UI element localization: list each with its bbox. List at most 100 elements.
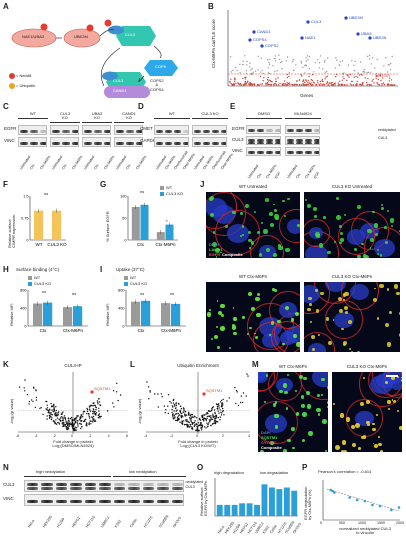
gene-point — [251, 73, 253, 76]
protein-point — [94, 420, 97, 422]
vesicle — [361, 436, 365, 439]
gene-point — [284, 84, 286, 86]
protein-point — [74, 420, 76, 422]
vesicle — [242, 233, 244, 236]
protein-point — [211, 423, 214, 425]
gene-point — [277, 77, 279, 79]
cand1-label: CAND1 — [113, 88, 127, 93]
protein-point — [196, 427, 198, 430]
protein-point — [112, 390, 115, 392]
vesicle — [263, 229, 268, 234]
protein-point — [212, 406, 214, 408]
data-point — [363, 499, 367, 503]
gene-point — [245, 72, 247, 75]
protein-point — [219, 401, 222, 403]
protein-point — [89, 409, 91, 411]
protein-point — [172, 415, 174, 417]
data-bar — [269, 487, 275, 516]
n-lo-line — [113, 476, 186, 477]
vesicle — [387, 400, 391, 404]
data-bar — [254, 504, 260, 516]
protein-point — [62, 424, 64, 426]
protein-point — [52, 411, 54, 413]
protein-band — [287, 138, 294, 142]
blot-group-line — [82, 122, 112, 123]
gene-point — [253, 84, 256, 86]
protein-point — [167, 405, 169, 407]
blot-row-label: VINC — [4, 138, 15, 143]
gene-point — [375, 73, 378, 75]
vesicle — [208, 308, 211, 311]
gene-point — [304, 72, 306, 74]
protein-point — [64, 417, 66, 419]
gene-point — [352, 84, 354, 86]
ubiquitin-legend-icon — [9, 83, 15, 89]
blot-lane-label: HCT116 — [85, 515, 96, 529]
vesicle — [206, 312, 212, 317]
vesicle — [344, 305, 349, 310]
gene-point — [274, 57, 276, 60]
protein-point — [55, 406, 57, 408]
protein-point — [173, 410, 175, 412]
blot-lane-label: HEPG2 — [70, 516, 81, 529]
gene-point — [242, 77, 244, 80]
gene-point — [286, 56, 289, 58]
vesicle — [273, 289, 277, 293]
protein-point — [49, 409, 51, 411]
vesicle — [339, 232, 343, 236]
protein-point — [215, 417, 217, 419]
gene-point — [230, 71, 233, 73]
n8-tag-icon — [40, 23, 48, 31]
chart-p — [322, 480, 401, 521]
gene-point — [269, 58, 271, 61]
blot-lane-label: Ctx-M6Pn — [103, 154, 116, 171]
nucleus — [279, 330, 297, 345]
protein-band — [212, 141, 219, 145]
protein-band — [314, 138, 319, 142]
x-tick-label: -2 — [52, 434, 56, 438]
gene-point — [353, 76, 355, 78]
gene-point — [388, 80, 390, 82]
gene-point — [288, 75, 290, 78]
x-tick-label: 2 — [89, 434, 92, 438]
protein-point — [203, 420, 205, 422]
legend-ko: CUL3 KO — [166, 191, 184, 196]
protein-point — [50, 412, 52, 414]
protein-point — [81, 426, 83, 428]
vesicle — [384, 381, 388, 385]
gene-point — [388, 64, 391, 66]
data-point — [371, 503, 374, 507]
protein-band — [72, 129, 78, 133]
blot-lane-label: Ctx — [61, 163, 68, 171]
protein-point — [182, 416, 184, 418]
vesicle — [335, 445, 341, 451]
gene-point — [296, 80, 298, 82]
protein-point — [113, 406, 115, 408]
protein-point — [75, 418, 77, 420]
hit-gene-label: UBE2N — [373, 35, 387, 40]
gene-point — [285, 60, 287, 62]
protein-point — [34, 406, 37, 409]
gene-point — [275, 84, 278, 86]
n-side-cul3: CUL3 — [185, 485, 195, 489]
blot-group-label: WT — [168, 111, 176, 116]
protein-point — [88, 407, 91, 409]
vesicle — [372, 210, 375, 213]
protein-point — [217, 403, 220, 406]
vesicle — [210, 338, 213, 341]
blot-lane-label: CaSki — [128, 518, 138, 529]
e-side-neddylated: neddylated — [378, 128, 396, 132]
gene-point — [248, 84, 251, 86]
nucleus — [350, 283, 370, 300]
protein-point — [214, 419, 216, 421]
protein-point — [175, 403, 177, 405]
data-bar — [171, 303, 181, 326]
protein-point — [60, 416, 63, 418]
protein-point — [222, 398, 224, 401]
vesicle — [399, 332, 400, 337]
gene-point — [311, 73, 314, 76]
vesicle — [278, 389, 283, 394]
gene-point — [322, 68, 324, 70]
gene-point — [280, 61, 282, 64]
protein-band — [55, 499, 67, 503]
